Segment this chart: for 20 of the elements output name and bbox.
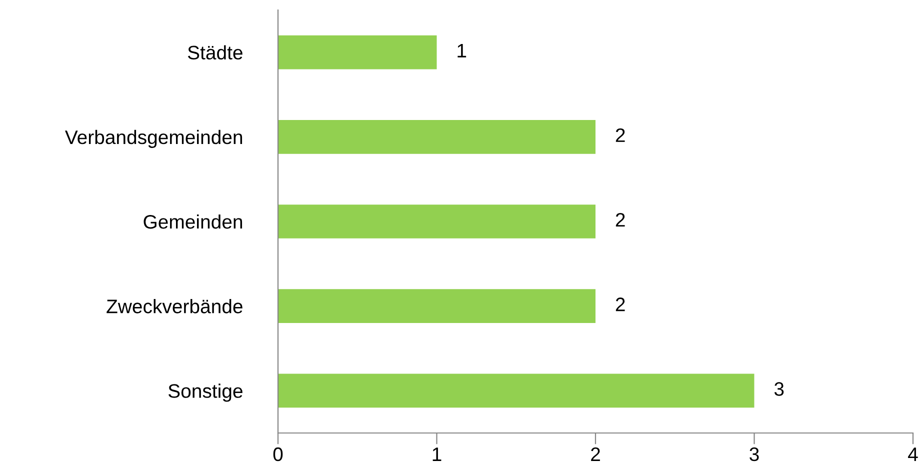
y-tick-label: Verbandsgemeinden [64, 130, 242, 148]
data-label: 2 [616, 212, 625, 227]
y-tick-label: Sonstige [168, 384, 242, 402]
x-tick-label: 4 [908, 448, 918, 461]
y-tick-label: Gemeinden [144, 214, 242, 229]
data-label: 1 [458, 44, 466, 58]
bar [278, 374, 754, 408]
data-label: 2 [616, 128, 625, 142]
bar [278, 204, 596, 238]
y-tick-label: Zweckverbände [106, 299, 242, 314]
bar [278, 120, 596, 154]
data-label: 2 [616, 298, 625, 312]
x-tick-label: 1 [432, 448, 442, 461]
x-tick-label: 0 [273, 447, 283, 462]
bar [278, 35, 437, 70]
x-tick-label: 3 [750, 447, 759, 462]
y-tick-label: Städte [188, 45, 242, 60]
x-tick-label: 2 [591, 447, 600, 461]
bar [278, 289, 596, 324]
data-label: 3 [774, 382, 784, 396]
